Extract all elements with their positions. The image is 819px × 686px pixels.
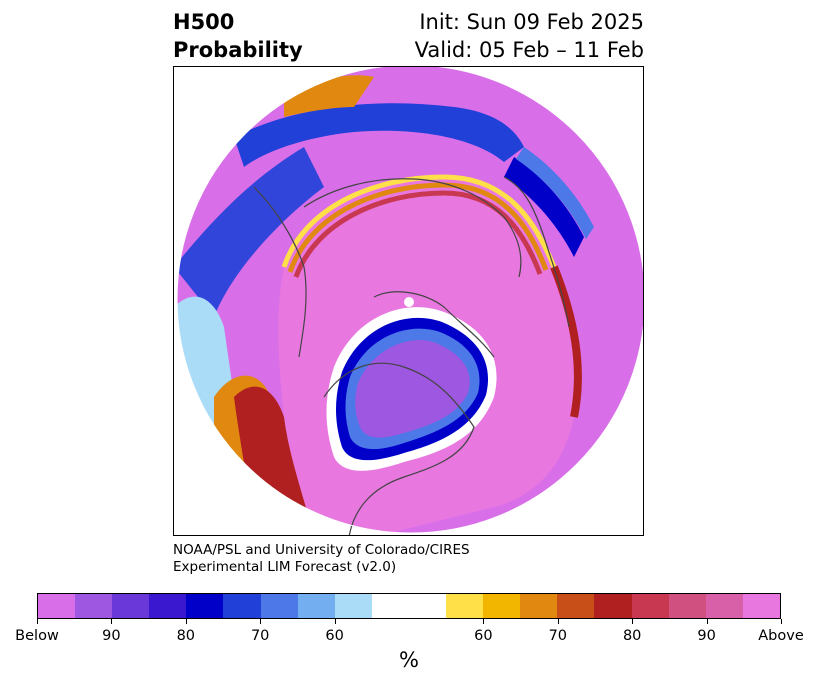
colorbar-cell [631,594,669,618]
forecast-dates: Init: Sun 09 Feb 2025 Valid: 05 Feb – 11… [415,8,644,64]
colorbar-tick [185,619,187,624]
colorbar-cell [260,594,298,618]
colorbar-cell [742,594,780,618]
coastline-europe [503,176,570,328]
colorbar-cell [297,594,335,618]
colorbar-cell [38,594,76,618]
colorbar-cell [483,594,521,618]
colorbar-cell [446,594,484,618]
credit-line1: NOAA/PSL and University of Colorado/CIRE… [173,542,470,558]
coastline-north-america [323,362,475,535]
polar-map [173,66,644,536]
colorbar-tick [37,619,38,624]
colorbar-tick [111,619,113,624]
colorbar-cell [371,594,447,618]
colorbar-tick-label: 90 [697,628,716,644]
colorbar-tick-label: 70 [548,628,568,644]
coastline-asia-pacific [253,186,307,358]
probability-field [177,67,643,533]
probability-map-svg [176,67,643,535]
ring-edge-orange [287,182,549,273]
colorbar-ticks: Below 90 80 70 60 60 70 80 90 Above [0,619,819,649]
map-title: H500 Probability [173,8,303,64]
map-disk-edge [176,67,643,534]
title-variable: H500 [173,10,235,34]
colorbar-cell [75,594,113,618]
colorbar-tick [781,619,782,624]
colorbar-tick-label: 80 [622,628,642,644]
colorbar-tick-label: Below [15,628,59,644]
below-blue-east [516,147,594,239]
colorbar-tick [557,619,559,624]
pole-marker [404,297,414,307]
colorbar-cell [149,594,187,618]
colorbar-tick-label: 70 [250,628,270,644]
colorbar-cell [705,594,743,618]
coastline-eurasia [303,178,522,278]
colorbar-cell [186,594,224,618]
below-band-west [177,147,324,317]
colorbar [37,593,781,619]
colorbar-cell [112,594,150,618]
colorbar-tick [632,619,634,624]
colorbar-cell [557,594,595,618]
colorbar-cell [334,594,372,618]
coastlines [253,176,570,535]
title-quantity: Probability [173,38,303,62]
credit: NOAA/PSL and University of Colorado/CIRE… [173,542,470,576]
ring-edge-east [550,265,582,418]
colorbar-cell [668,594,706,618]
colorbar-cell [594,594,632,618]
colorbar-tick [483,619,485,624]
colorbar-tick-label: 90 [102,628,121,644]
colorbar-tick-label: 60 [474,628,493,644]
valid-range: Valid: 05 Feb – 11 Feb [414,38,644,62]
colorbar-tick [334,619,336,624]
below-navy-east [504,157,584,257]
below-band-north [234,103,524,167]
colorbar-tick [260,619,262,624]
colorbar-tick-label: 80 [176,628,196,644]
coastline-arctic [373,291,495,358]
ring-edge-red [293,190,543,278]
colorbar-cell [223,594,261,618]
ring-edge-yellow [281,174,557,268]
colorbar-tick-label: 60 [325,628,344,644]
below-violet [355,340,470,438]
colorbar-cell [520,594,558,618]
colorbar-tick-label: Above [758,628,804,644]
credit-line2: Experimental LIM Forecast (v2.0) [173,559,397,575]
init-date: Init: Sun 09 Feb 2025 [419,10,644,34]
colorbar-units: % [399,648,419,672]
colorbar-tick [706,619,708,624]
